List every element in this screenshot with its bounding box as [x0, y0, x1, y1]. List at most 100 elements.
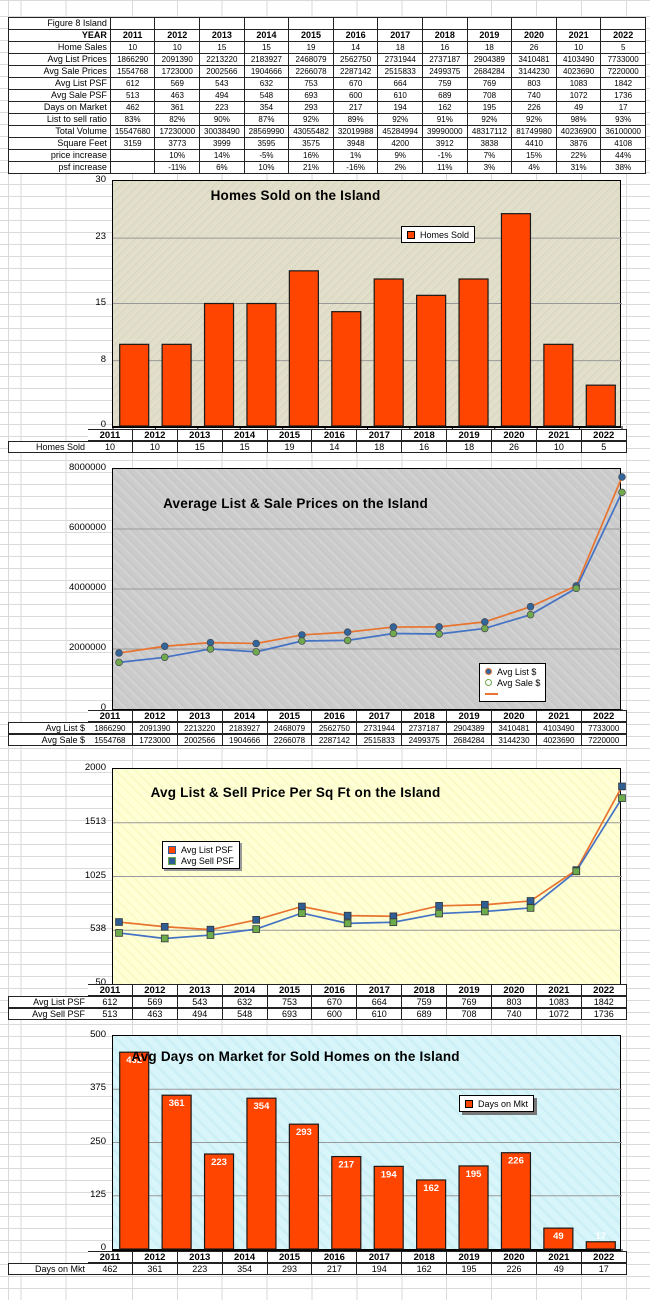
value-cell[interactable]: 14 — [333, 42, 379, 54]
value-cell[interactable]: 2213220 — [200, 54, 245, 66]
value-cell[interactable]: 2% — [378, 162, 424, 174]
table-cell[interactable] — [512, 18, 557, 30]
value-cell[interactable]: 17230000 — [155, 126, 201, 138]
value-cell[interactable]: 7220000 — [601, 66, 646, 78]
value-cell[interactable]: 3% — [467, 162, 513, 174]
value-cell[interactable]: 670 — [333, 78, 379, 90]
table-cell[interactable] — [467, 18, 513, 30]
row-label-cell[interactable]: Avg List PSF — [9, 78, 111, 90]
value-cell[interactable]: 462 — [110, 102, 156, 114]
row-label-cell[interactable]: Avg Sale PSF — [9, 90, 111, 102]
value-cell[interactable]: 98% — [556, 114, 602, 126]
value-cell[interactable]: 2684284 — [467, 66, 513, 78]
table-cell[interactable] — [289, 18, 334, 30]
row-label-cell[interactable]: Avg List Prices — [9, 54, 111, 66]
value-cell[interactable]: 4200 — [378, 138, 424, 150]
value-cell[interactable]: 21% — [289, 162, 334, 174]
value-cell[interactable]: 1904666 — [244, 66, 290, 78]
value-cell[interactable]: 1842 — [601, 78, 646, 90]
value-cell[interactable]: 4410 — [512, 138, 557, 150]
year-cell[interactable]: 2013 — [200, 30, 245, 42]
value-cell[interactable]: 16% — [289, 150, 334, 162]
value-cell[interactable]: 4108 — [601, 138, 646, 150]
value-cell[interactable]: 93% — [601, 114, 646, 126]
value-cell[interactable] — [110, 162, 156, 174]
year-cell[interactable]: 2016 — [333, 30, 379, 42]
value-cell[interactable]: 2731944 — [378, 54, 424, 66]
year-cell[interactable]: 2022 — [601, 30, 646, 42]
value-cell[interactable]: 10% — [244, 162, 290, 174]
table-cell[interactable] — [378, 18, 424, 30]
value-cell[interactable]: 612 — [110, 78, 156, 90]
value-cell[interactable]: 92% — [289, 114, 334, 126]
value-cell[interactable]: 600 — [333, 90, 379, 102]
value-cell[interactable]: 3838 — [467, 138, 513, 150]
value-cell[interactable]: 1072 — [556, 90, 602, 102]
value-cell[interactable]: 1083 — [556, 78, 602, 90]
value-cell[interactable]: 3912 — [423, 138, 468, 150]
value-cell[interactable]: 10 — [110, 42, 156, 54]
value-cell[interactable]: 43055482 — [289, 126, 334, 138]
table-cell[interactable] — [110, 18, 156, 30]
value-cell[interactable]: 7% — [467, 150, 513, 162]
table-cell[interactable] — [244, 18, 290, 30]
value-cell[interactable]: 2499375 — [423, 66, 468, 78]
value-cell[interactable]: 44% — [601, 150, 646, 162]
value-cell[interactable]: 11% — [423, 162, 468, 174]
value-cell[interactable]: 293 — [289, 102, 334, 114]
value-cell[interactable]: 10 — [556, 42, 602, 54]
value-cell[interactable]: 223 — [200, 102, 245, 114]
value-cell[interactable]: 2737187 — [423, 54, 468, 66]
year-cell[interactable]: 2017 — [378, 30, 424, 42]
value-cell[interactable]: 543 — [200, 78, 245, 90]
value-cell[interactable]: 759 — [423, 78, 468, 90]
value-cell[interactable]: 3773 — [155, 138, 201, 150]
value-cell[interactable]: 16 — [423, 42, 468, 54]
value-cell[interactable]: 32019988 — [333, 126, 379, 138]
value-cell[interactable]: 3159 — [110, 138, 156, 150]
value-cell[interactable]: -11% — [155, 162, 201, 174]
value-cell[interactable]: 22% — [556, 150, 602, 162]
value-cell[interactable]: 19 — [289, 42, 334, 54]
value-cell[interactable]: 569 — [155, 78, 201, 90]
value-cell[interactable]: 10% — [155, 150, 201, 162]
value-cell[interactable]: 81749980 — [512, 126, 557, 138]
value-cell[interactable]: 610 — [378, 90, 424, 102]
value-cell[interactable]: 6% — [200, 162, 245, 174]
year-cell[interactable]: 2015 — [289, 30, 334, 42]
value-cell[interactable]: 83% — [110, 114, 156, 126]
value-cell[interactable]: 2091390 — [155, 54, 201, 66]
value-cell[interactable]: 5 — [601, 42, 646, 54]
value-cell[interactable]: 769 — [467, 78, 513, 90]
value-cell[interactable]: 7733000 — [601, 54, 646, 66]
value-cell[interactable]: 803 — [512, 78, 557, 90]
value-cell[interactable]: 9% — [378, 150, 424, 162]
value-cell[interactable]: 195 — [467, 102, 513, 114]
value-cell[interactable]: 1723000 — [155, 66, 201, 78]
value-cell[interactable]: 40236900 — [556, 126, 602, 138]
value-cell[interactable]: 4103490 — [556, 54, 602, 66]
value-cell[interactable]: 39990000 — [423, 126, 468, 138]
value-cell[interactable]: 1554768 — [110, 66, 156, 78]
value-cell[interactable]: 3999 — [200, 138, 245, 150]
value-cell[interactable]: 45284994 — [378, 126, 424, 138]
row-label-cell[interactable]: List to sell ratio — [9, 114, 111, 126]
value-cell[interactable]: 14% — [200, 150, 245, 162]
value-cell[interactable]: 28569990 — [244, 126, 290, 138]
value-cell[interactable]: 4023690 — [556, 66, 602, 78]
year-cell[interactable]: 2019 — [467, 30, 513, 42]
value-cell[interactable]: 1736 — [601, 90, 646, 102]
value-cell[interactable]: 632 — [244, 78, 290, 90]
value-cell[interactable]: 2183927 — [244, 54, 290, 66]
year-cell[interactable]: 2014 — [244, 30, 290, 42]
table-cell[interactable] — [423, 18, 468, 30]
value-cell[interactable]: 2904389 — [467, 54, 513, 66]
value-cell[interactable]: 162 — [423, 102, 468, 114]
value-cell[interactable]: 3410481 — [512, 54, 557, 66]
value-cell[interactable]: 49 — [556, 102, 602, 114]
year-cell[interactable]: 2020 — [512, 30, 557, 42]
table-cell[interactable] — [333, 18, 379, 30]
table-cell[interactable] — [601, 18, 646, 30]
value-cell[interactable]: 1866290 — [110, 54, 156, 66]
row-label-cell[interactable]: Home Sales — [9, 42, 111, 54]
